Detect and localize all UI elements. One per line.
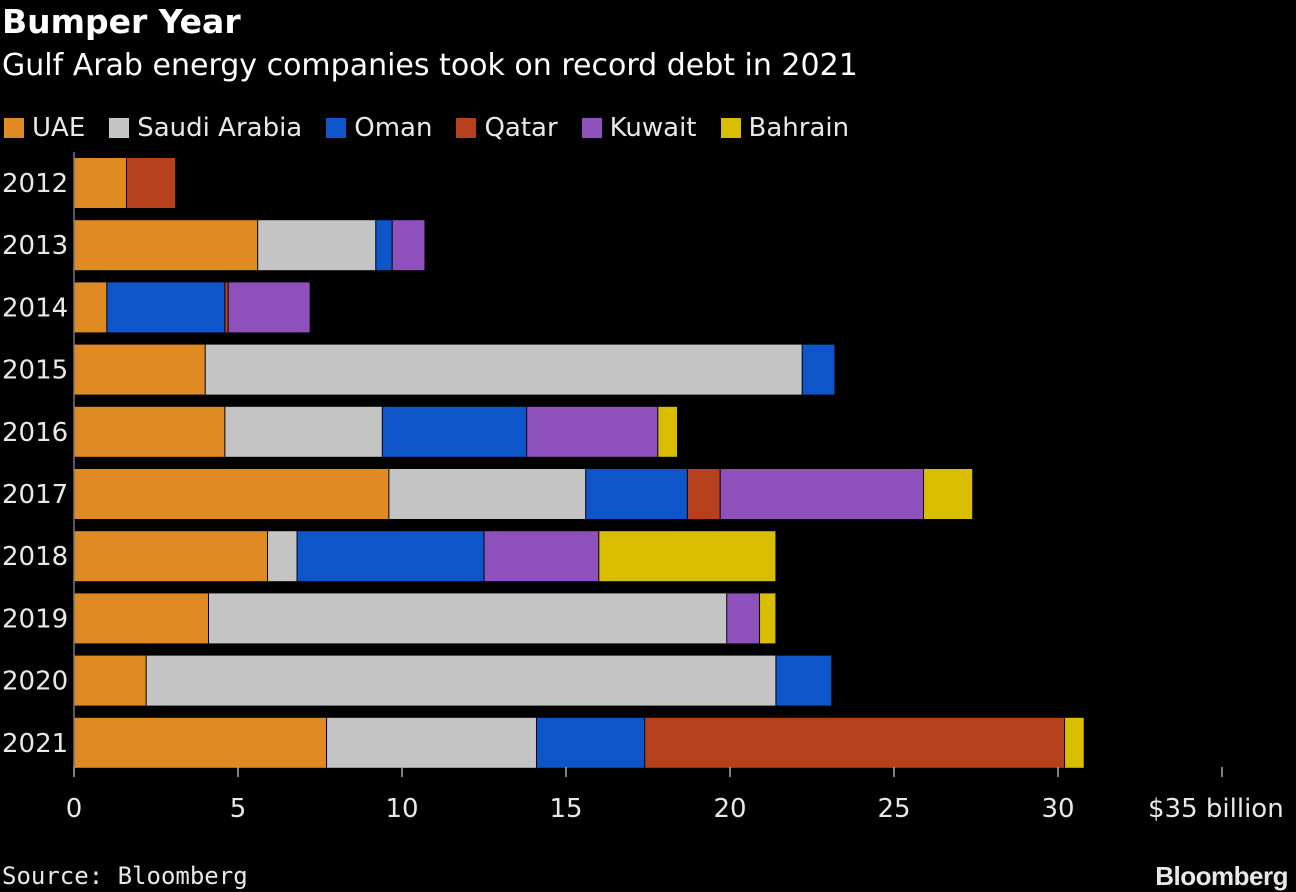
bar-segment: [526, 406, 658, 457]
category-label: 2019: [2, 604, 68, 634]
bar-segment: [74, 406, 225, 457]
legend-swatch: [720, 118, 741, 138]
category-label: 2020: [2, 667, 68, 697]
category-label: 2014: [2, 293, 68, 323]
x-tick-label: $35 billion: [1148, 794, 1284, 824]
bar-segment: [74, 655, 147, 706]
bar-segment: [375, 220, 393, 271]
bar-segment: [759, 593, 776, 644]
bar-segment: [74, 717, 327, 768]
legend-swatch: [326, 118, 347, 138]
bar-segment: [257, 220, 376, 271]
bar-segment: [224, 282, 229, 333]
legend-label: Qatar: [484, 113, 558, 143]
chart-legend: UAE Saudi Arabia Oman Qatar Kuwait Bahrain: [4, 110, 873, 146]
bar-segment: [267, 531, 298, 582]
bar-segment: [388, 469, 586, 519]
legend-item: Qatar: [456, 113, 558, 143]
legend-item: Kuwait: [581, 113, 697, 143]
legend-item: UAE: [4, 113, 85, 143]
bar-segment: [126, 158, 176, 208]
bar-segment: [802, 344, 835, 395]
x-tick-label: 20: [713, 794, 746, 824]
category-label: 2013: [2, 231, 68, 261]
bar-segment: [726, 593, 760, 644]
legend-label: Kuwait: [609, 113, 697, 143]
bar-segment: [382, 406, 527, 457]
legend-swatch: [4, 118, 24, 138]
x-tick-label: 30: [1041, 794, 1074, 824]
bar-segment: [74, 593, 209, 644]
legend-swatch: [109, 118, 130, 138]
bar-segment: [228, 282, 311, 333]
legend-item: Bahrain: [720, 113, 850, 143]
bar-segment: [484, 531, 599, 582]
bar-segment: [775, 655, 832, 706]
bar-segment: [392, 220, 425, 271]
legend-swatch: [581, 118, 602, 138]
chart-subtitle: Gulf Arab energy companies took on recor…: [2, 48, 858, 83]
bar-segment: [598, 531, 776, 582]
bar-segment: [585, 469, 688, 519]
legend-item: Oman: [326, 113, 432, 143]
category-label: 2021: [2, 729, 68, 759]
x-tick-label: 0: [66, 794, 83, 824]
legend-item: Saudi Arabia: [109, 113, 302, 143]
bar-segment: [224, 406, 383, 457]
bar-segment: [208, 593, 727, 644]
bar-segment: [74, 531, 268, 582]
x-tick-label: 10: [385, 794, 418, 824]
bar-segment: [326, 717, 537, 768]
bar-segment: [146, 655, 776, 706]
bar-segment: [74, 158, 127, 208]
bar-segment: [297, 531, 484, 582]
legend-label: Oman: [354, 113, 433, 143]
legend-label: Saudi Arabia: [137, 113, 303, 143]
bar-segment: [1064, 717, 1085, 768]
category-label: 2017: [2, 480, 68, 510]
legend-swatch: [456, 118, 477, 138]
bar-segment: [657, 406, 678, 457]
chart-title: Bumper Year: [2, 2, 241, 41]
bloomberg-logo: Bloomberg: [1155, 861, 1288, 891]
legend-label: Bahrain: [748, 113, 850, 143]
bar-segment: [74, 220, 258, 271]
bar-segment: [74, 344, 206, 395]
x-tick-label: 25: [877, 794, 910, 824]
x-tick-label: 15: [549, 794, 582, 824]
x-tick-label: 5: [230, 794, 247, 824]
bar-segment: [106, 282, 225, 333]
bar-segment: [205, 344, 803, 395]
category-label: 2016: [2, 418, 68, 448]
legend-label: UAE: [32, 113, 86, 143]
bar-segment: [74, 282, 107, 333]
category-label: 2015: [2, 356, 68, 386]
source-note: Source: Bloomberg: [2, 862, 248, 890]
bar-segment: [74, 469, 389, 519]
bar-segment: [644, 717, 1065, 768]
bar-segment: [720, 469, 924, 519]
bar-segment: [536, 717, 645, 768]
category-label: 2018: [2, 542, 68, 572]
bar-segment: [923, 469, 973, 519]
bar-segment: [687, 469, 721, 519]
category-label: 2012: [2, 169, 68, 199]
